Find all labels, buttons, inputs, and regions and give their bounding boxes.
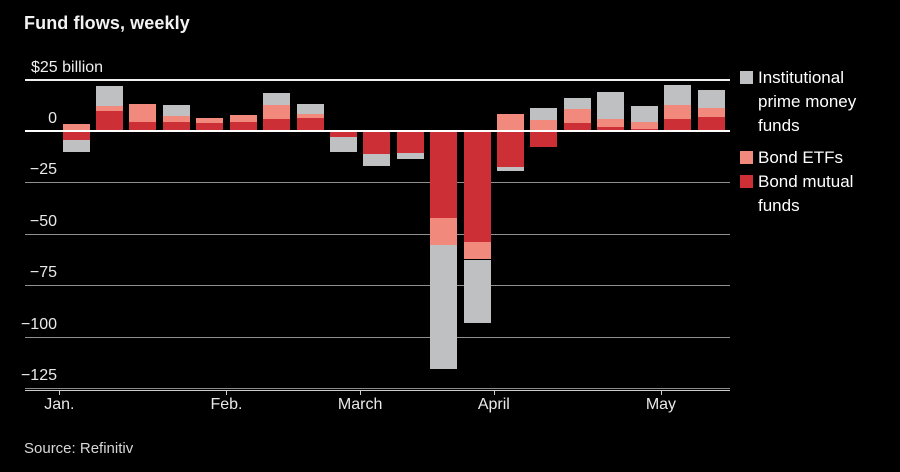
zero-gridline <box>25 130 730 132</box>
bar-segment-bond_etfs <box>630 121 658 129</box>
bar-segment-bond_etfs <box>463 242 491 260</box>
bar-segment-institutional_prime <box>162 105 190 116</box>
y-tick-label: −50 <box>29 212 57 230</box>
bar-segment-bond_mutual <box>62 131 90 141</box>
bar-segment-bond_etfs <box>497 113 525 131</box>
bar-segment-bond_etfs <box>96 106 124 112</box>
x-tick-label: March <box>337 396 383 413</box>
bar-segment-institutional_prime <box>363 153 391 166</box>
legend-swatch-bond_etfs <box>740 151 753 164</box>
source-note: Source: Refinitiv <box>24 440 134 457</box>
bar-segment-institutional_prime <box>263 92 291 106</box>
legend-swatch-bond_mutual <box>740 175 753 188</box>
bar-segment-institutional_prime <box>630 106 658 122</box>
bar-segment-institutional_prime <box>430 245 458 370</box>
bar-segment-bond_etfs <box>597 118 625 127</box>
x-tick-label: Jan. <box>44 396 75 413</box>
bar-segment-institutional_prime <box>463 259 491 324</box>
bar-segment-bond_mutual <box>263 118 291 131</box>
y-tick-label: −25 <box>29 161 57 179</box>
bar-segment-institutional_prime <box>62 140 90 152</box>
bar-segment-bond_etfs <box>296 113 324 118</box>
bar-segment-institutional_prime <box>664 84 692 106</box>
bar-segment-institutional_prime <box>530 108 558 120</box>
bar-segment-bond_etfs <box>563 109 591 123</box>
bar-segment-bond_mutual <box>563 122 591 131</box>
bar-segment-bond_etfs <box>430 218 458 246</box>
bar-segment-bond_mutual <box>430 131 458 219</box>
bar-segment-bond_mutual <box>129 121 157 131</box>
bar-segment-bond_mutual <box>664 118 692 131</box>
month-tick-May <box>660 390 662 395</box>
legend-label: Institutional prime money funds <box>758 68 857 135</box>
month-tick-April <box>493 390 495 395</box>
y-tick-label: 0 <box>48 110 57 127</box>
bar-segment-bond_etfs <box>129 104 157 122</box>
y-axis-unit-label: $25 billion <box>31 59 104 76</box>
legend-item-institutional_prime: Institutional prime money funds <box>740 66 876 138</box>
x-tick-label: May <box>645 396 677 413</box>
gridline--125 <box>25 388 730 389</box>
y-tick-label: −100 <box>20 315 57 333</box>
bar-segment-institutional_prime <box>563 98 591 110</box>
bar-segment-institutional_prime <box>396 152 424 159</box>
legend-label: Bond ETFs <box>758 148 844 167</box>
bar-segment-bond_mutual <box>530 131 558 148</box>
bar-segment-bond_mutual <box>162 121 190 131</box>
bar-segment-institutional_prime <box>329 137 357 152</box>
bar-segment-institutional_prime <box>296 104 324 114</box>
bar-segment-bond_etfs <box>263 105 291 119</box>
bar-segment-bond_mutual <box>329 131 357 138</box>
bar-segment-bond_mutual <box>697 116 725 131</box>
gridline-25 <box>25 78 730 81</box>
legend-label: Bond mutual funds <box>758 172 854 215</box>
y-tick-label: −75 <box>29 264 57 282</box>
bar-segment-bond_etfs <box>162 115 190 122</box>
bar-segment-bond_etfs <box>530 119 558 131</box>
x-tick-label: Feb. <box>210 396 243 413</box>
month-tick-Jan <box>59 390 61 395</box>
bar-segment-bond_mutual <box>363 131 391 154</box>
legend-swatch-institutional_prime <box>740 71 753 84</box>
legend-item-bond_mutual: Bond mutual funds <box>740 170 876 218</box>
bar-segment-bond_mutual <box>196 122 224 131</box>
bar-segment-institutional_prime <box>497 166 525 172</box>
bar-segment-bond_etfs <box>62 123 90 131</box>
bar-segment-bond_mutual <box>497 131 525 167</box>
bar-segment-bond_etfs <box>196 117 224 123</box>
legend-item-bond_etfs: Bond ETFs <box>740 146 876 170</box>
gridline--75 <box>25 285 730 287</box>
bar-segment-bond_etfs <box>229 114 257 122</box>
bar-segment-institutional_prime <box>697 89 725 109</box>
bar-segment-institutional_prime <box>597 91 625 119</box>
bar-segment-bond_mutual <box>229 121 257 131</box>
gridline--25 <box>25 182 730 184</box>
chart-title: Fund flows, weekly <box>24 13 190 33</box>
x-tick-label: April <box>477 396 510 413</box>
bar-segment-bond_etfs <box>697 108 725 117</box>
bar-segment-bond_mutual <box>296 117 324 131</box>
bar-segment-bond_mutual <box>396 131 424 153</box>
bar-segment-institutional_prime <box>96 85 124 107</box>
bar-segment-bond_mutual <box>630 128 658 131</box>
month-tick-March <box>360 390 362 395</box>
gridline--50 <box>25 233 730 235</box>
bar-segment-bond_mutual <box>96 111 124 131</box>
bar-segment-bond_mutual <box>597 126 625 131</box>
y-tick-label: −125 <box>20 367 57 384</box>
month-tick-Feb <box>226 390 228 395</box>
bar-segment-bond_mutual <box>463 131 491 243</box>
gridline--100 <box>25 336 730 338</box>
bar-segment-bond_etfs <box>664 105 692 119</box>
x-axis-line <box>25 390 730 391</box>
